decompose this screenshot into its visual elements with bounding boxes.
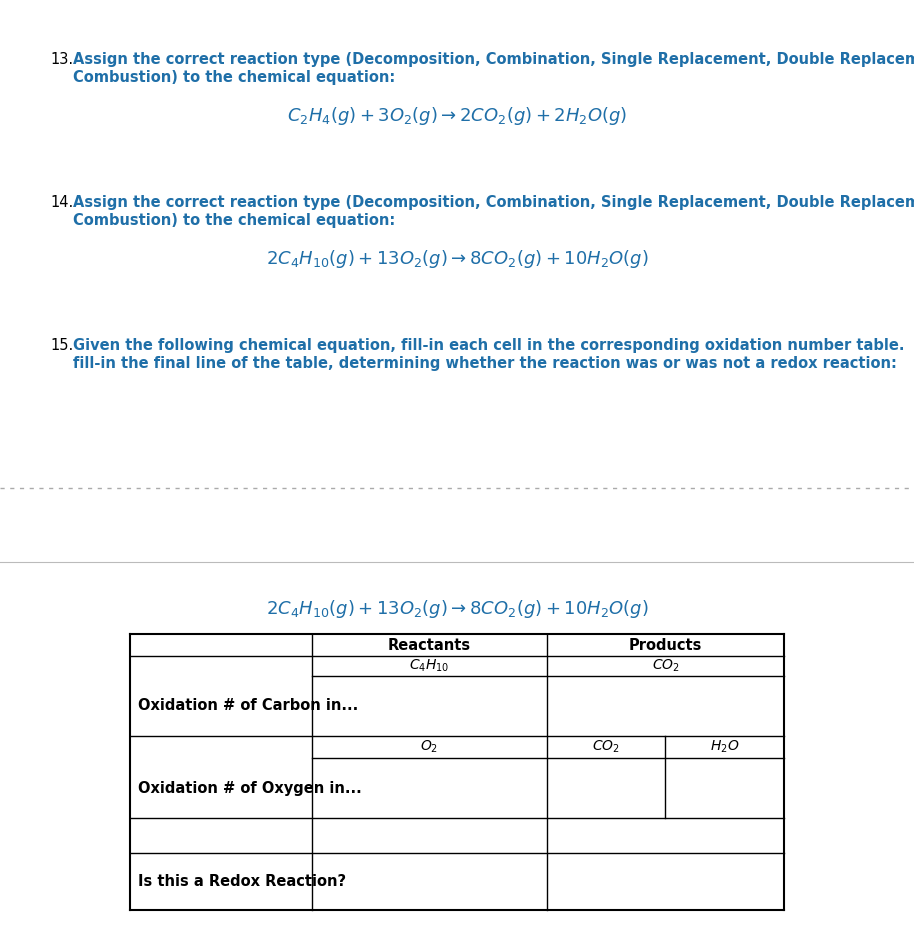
Text: Assign the correct reaction type (Decomposition, Combination, Single Replacement: Assign the correct reaction type (Decomp… bbox=[73, 195, 914, 210]
Text: 15.: 15. bbox=[50, 338, 73, 353]
Text: $2C_4H_{10}(g)+13O_2(g)\rightarrow 8CO_2(g)+10H_2O(g)$: $2C_4H_{10}(g)+13O_2(g)\rightarrow 8CO_2… bbox=[266, 598, 648, 620]
Text: $H_2O$: $H_2O$ bbox=[710, 739, 739, 755]
Text: 14.: 14. bbox=[50, 195, 73, 210]
Text: $2C_4H_{10}(g)+13O_2(g)\rightarrow 8CO_2(g)+10H_2O(g)$: $2C_4H_{10}(g)+13O_2(g)\rightarrow 8CO_2… bbox=[266, 248, 648, 270]
Text: Oxidation # of Oxygen in...: Oxidation # of Oxygen in... bbox=[138, 780, 362, 795]
Text: $C_2H_4(g)+3O_2(g)\rightarrow 2CO_2(g)+2H_2O(g)$: $C_2H_4(g)+3O_2(g)\rightarrow 2CO_2(g)+2… bbox=[287, 105, 627, 127]
Text: $CO_2$: $CO_2$ bbox=[652, 658, 679, 674]
Text: Products: Products bbox=[629, 638, 702, 653]
Text: $C_4H_{10}$: $C_4H_{10}$ bbox=[409, 658, 450, 674]
Text: Combustion) to the chemical equation:: Combustion) to the chemical equation: bbox=[73, 70, 395, 85]
Text: Assign the correct reaction type (Decomposition, Combination, Single Replacement: Assign the correct reaction type (Decomp… bbox=[73, 52, 914, 67]
Text: $O_2$: $O_2$ bbox=[420, 739, 439, 755]
Text: Oxidation # of Carbon in...: Oxidation # of Carbon in... bbox=[138, 699, 358, 714]
Text: Combustion) to the chemical equation:: Combustion) to the chemical equation: bbox=[73, 213, 395, 228]
Text: Is this a Redox Reaction?: Is this a Redox Reaction? bbox=[138, 874, 346, 889]
Text: Given the following chemical equation, fill-in each cell in the corresponding ox: Given the following chemical equation, f… bbox=[73, 338, 914, 353]
Text: 13.: 13. bbox=[50, 52, 73, 67]
Text: Reactants: Reactants bbox=[388, 638, 471, 653]
Text: fill-in the final line of the table, determining whether the reaction was or was: fill-in the final line of the table, det… bbox=[73, 356, 897, 371]
Text: $CO_2$: $CO_2$ bbox=[592, 739, 620, 755]
